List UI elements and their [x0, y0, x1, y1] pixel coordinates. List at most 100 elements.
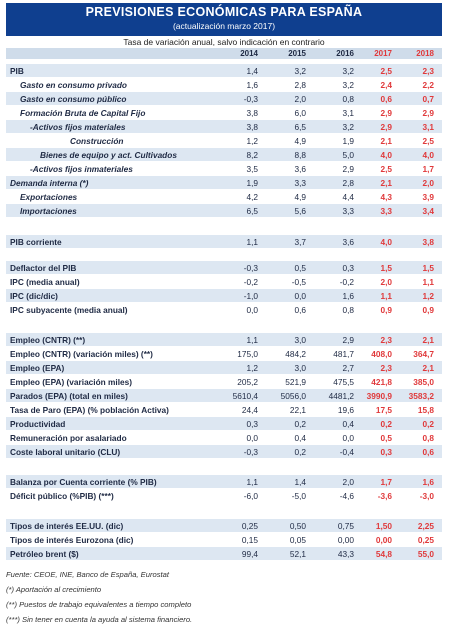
cell-2016: 475,5	[333, 376, 354, 387]
footnote: (***) Sin tener en cuenta la ayuda al si…	[6, 615, 193, 624]
row-label: Balanza por Cuenta corriente (% PIB)	[10, 476, 157, 487]
year-header-row: 2014 2015 2016 2017 2018	[6, 48, 442, 59]
cell-2017: 3990,9	[366, 390, 392, 401]
row-label: Déficit público (%PIB) (***)	[10, 490, 114, 501]
cell-2014: 1,4	[246, 65, 258, 76]
row-label: Empleo (EPA) (variación miles)	[10, 376, 133, 387]
cell-2017: 2,0	[380, 276, 392, 287]
table-units-note: Tasa de variación anual, salvo indicació…	[123, 37, 325, 47]
table-row: Empleo (CNTR) (**) 1,1 3,0 2,9 2,3 2,1	[6, 333, 442, 346]
cell-2014: 1,2	[246, 135, 258, 146]
cell-2015: 3,0	[294, 362, 306, 373]
cell-2015: 2,8	[294, 79, 306, 90]
year-2016-header: 2016	[336, 49, 354, 58]
cell-2014: -6,0	[243, 490, 258, 501]
cell-2016: 0,0	[342, 432, 354, 443]
table-row: Bienes de equipo y act. Cultivados 8,2 8,8…	[6, 148, 442, 161]
cell-2017: 2,9	[380, 107, 392, 118]
cell-2018: 3583,2	[408, 390, 434, 401]
table-row: Demanda interna (*) 1,9 3,3 2,8 2,1 2,0	[6, 176, 442, 189]
cell-2018: 0,8	[422, 432, 434, 443]
cell-2018: 3,8	[422, 236, 434, 247]
cell-2015: 0,0	[294, 290, 306, 301]
cell-2015: 22,1	[289, 404, 306, 415]
cell-2017: 408,0	[371, 348, 392, 359]
cell-2015: 1,4	[294, 476, 306, 487]
cell-2015: 484,2	[285, 348, 306, 359]
cell-2014: 0,3	[246, 418, 258, 429]
cell-2017: 2,9	[380, 121, 392, 132]
cell-2016: 3,2	[342, 121, 354, 132]
row-label: Demanda interna (*)	[10, 177, 89, 188]
cell-2014: 6,5	[246, 205, 258, 216]
cell-2016: 3,6	[342, 236, 354, 247]
cell-2018: 55,0	[417, 548, 434, 559]
row-label: PIB	[10, 65, 24, 76]
table-title-banner: PREVISIONES ECONÓMICAS PARA ESPAÑA (actu…	[6, 3, 442, 36]
row-label: IPC subyacente (media anual)	[10, 304, 128, 315]
cell-2018: 3,9	[422, 191, 434, 202]
footnote: (*) Aportación al crecimiento	[6, 585, 102, 594]
cell-2017: 421,8	[371, 376, 392, 387]
row-label: Petróleo brent ($)	[10, 548, 79, 559]
table-row: Construcción 1,2 4,9 1,9 2,1 2,5	[6, 134, 442, 147]
cell-2018: 0,2	[422, 418, 434, 429]
cell-2018: 4,0	[422, 149, 434, 160]
cell-2017: 0,5	[380, 432, 392, 443]
cell-2018: 3,1	[422, 121, 434, 132]
row-label: IPC (dic/dic)	[10, 290, 58, 301]
table-row: Petróleo brent ($) 99,4 52,1 43,3 54,8 55,0	[6, 547, 442, 560]
cell-2015: 8,8	[294, 149, 306, 160]
table-row: Tipos de interés Eurozona (dic) 0,15 0,05 0…	[6, 533, 442, 546]
table-row: Importaciones 6,5 5,6 3,3 3,3 3,4	[6, 204, 442, 217]
cell-2014: -0,3	[243, 93, 258, 104]
cell-2015: 6,0	[294, 107, 306, 118]
table-row: Tipos de interés EE.UU. (dic) 0,25 0,50 0,7…	[6, 519, 442, 532]
cell-2015: 0,6	[294, 304, 306, 315]
cell-2014: 0,0	[246, 432, 258, 443]
cell-2014: 1,1	[246, 334, 258, 345]
table-row: PIB corriente 1,1 3,7 3,6 4,0 3,8	[6, 235, 442, 248]
cell-2017: 3,3	[380, 205, 392, 216]
cell-2016: 3,2	[342, 79, 354, 90]
cell-2017: 2,4	[380, 79, 392, 90]
cell-2018: 2,1	[422, 334, 434, 345]
cell-2015: 3,0	[294, 334, 306, 345]
cell-2017: 2,3	[380, 334, 392, 345]
cell-2016: 0,8	[342, 304, 354, 315]
cell-2017: 0,6	[380, 93, 392, 104]
row-label: Tasa de Paro (EPA) (% población Activa)	[10, 404, 169, 415]
cell-2016: 19,6	[337, 404, 354, 415]
table-row: Gasto en consumo público -0,3 2,0 0,8 0,6 0,7	[6, 92, 442, 105]
table-row: Balanza por Cuenta corriente (% PIB) 1,1 1…	[6, 475, 442, 488]
cell-2015: 5,6	[294, 205, 306, 216]
row-label: Bienes de equipo y act. Cultivados	[40, 149, 177, 160]
row-label: Formación Bruta de Capital Fijo	[20, 107, 146, 118]
cell-2016: 3,1	[342, 107, 354, 118]
cell-2014: 4,2	[246, 191, 258, 202]
cell-2015: 2,0	[294, 93, 306, 104]
cell-2017: 17,5	[375, 404, 392, 415]
cell-2014: 0,0	[246, 304, 258, 315]
cell-2017: 0,9	[380, 304, 392, 315]
cell-2014: 175,0	[237, 348, 258, 359]
table-row: Formación Bruta de Capital Fijo 3,8 6,0 3,1…	[6, 106, 442, 119]
cell-2014: 3,8	[246, 121, 258, 132]
cell-2016: 2,7	[342, 362, 354, 373]
table-row: -Activos fijos inmateriales 3,5 3,6 2,9 2,5 1…	[6, 162, 442, 175]
cell-2015: 0,2	[294, 418, 306, 429]
cell-2015: 6,5	[294, 121, 306, 132]
table-subtitle: (actualización marzo 2017)	[172, 21, 276, 31]
cell-2018: 1,1	[422, 276, 434, 287]
row-label: Empleo (CNTR) (variación miles) (**)	[10, 348, 153, 359]
table-row: IPC (dic/dic) -1,0 0,0 1,6 1,1 1,2	[6, 289, 442, 302]
table-row: Déficit público (%PIB) (***) -6,0 -5,0 -4,6…	[6, 489, 442, 502]
row-label: Tipos de interés Eurozona (dic)	[10, 534, 134, 545]
cell-2018: 0,9	[422, 304, 434, 315]
cell-2017: 54,8	[375, 548, 392, 559]
cell-2017: 4,0	[380, 149, 392, 160]
cell-2014: 5610,4	[232, 390, 258, 401]
cell-2017: -3,6	[377, 490, 392, 501]
cell-2016: 3,3	[342, 205, 354, 216]
cell-2018: 2,3	[422, 65, 434, 76]
